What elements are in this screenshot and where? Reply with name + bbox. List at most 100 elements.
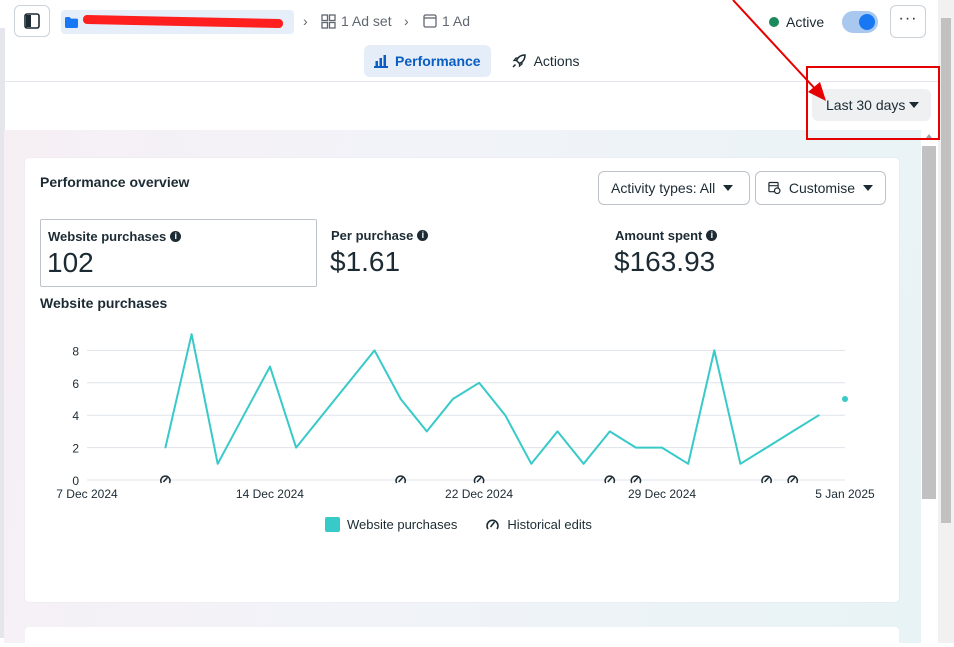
- x-tick-label: 29 Dec 2024: [628, 487, 696, 501]
- y-tick-label: 8: [72, 344, 79, 358]
- historical-edit-marker-needle: [476, 477, 482, 483]
- metric-label: Website purchases: [48, 229, 167, 244]
- data-point: [842, 396, 848, 402]
- metric-label: Amount spent: [615, 228, 703, 243]
- historical-edit-marker-needle: [633, 477, 639, 483]
- active-toggle[interactable]: [842, 11, 878, 33]
- data-point: [295, 446, 297, 449]
- y-tick-label: 2: [72, 442, 79, 456]
- data-point: [425, 430, 428, 433]
- y-tick-label: 6: [72, 377, 79, 391]
- metric-value: $1.61: [330, 246, 401, 277]
- y-tick-label: 4: [72, 409, 79, 423]
- status-label: Active: [786, 14, 825, 30]
- ad-icon: [423, 14, 437, 28]
- series-line-website-purchases: [164, 333, 820, 465]
- tab-performance[interactable]: Performance: [364, 45, 491, 77]
- y-tick-label: 0: [72, 474, 79, 488]
- rocket-icon: [512, 54, 526, 68]
- customise-dropdown[interactable]: Customise: [755, 171, 886, 205]
- data-point: [765, 446, 768, 449]
- metric-label: Per purchase: [331, 228, 414, 243]
- next-card: [25, 627, 899, 647]
- info-icon[interactable]: i: [706, 230, 718, 241]
- card-title: Performance overview: [40, 174, 190, 190]
- metric-value: $163.93: [614, 246, 716, 277]
- caret-down-icon: [909, 102, 919, 108]
- metric-value: 102: [47, 247, 94, 278]
- annotation-arrow: [732, 0, 826, 101]
- info-icon[interactable]: i: [170, 231, 182, 242]
- data-point: [687, 463, 689, 465]
- historical-edit-marker: [604, 475, 616, 484]
- data-point: [164, 446, 167, 449]
- x-tick-label: 14 Dec 2024: [236, 487, 304, 501]
- historical-edit-marker: [160, 475, 171, 484]
- breadcrumb-ad-label: 1 Ad: [442, 13, 471, 29]
- data-point: [373, 349, 376, 352]
- legend-item-historical-edits[interactable]: Historical edits: [485, 517, 592, 532]
- data-point: [791, 430, 794, 433]
- data-point: [739, 463, 742, 465]
- legend-label: Historical edits: [507, 517, 592, 532]
- breadcrumb-adset-label: 1 Ad set: [341, 13, 392, 29]
- historical-edit-marker: [395, 475, 406, 484]
- data-point: [608, 430, 611, 433]
- historical-edit-marker-needle: [764, 477, 770, 483]
- data-point: [818, 414, 820, 417]
- data-point: [216, 463, 219, 465]
- data-point: [243, 414, 245, 417]
- breadcrumb-campaign[interactable]: [61, 10, 294, 34]
- historical-edit-marker: [787, 475, 799, 484]
- x-tick-label: 22 Dec 2024: [445, 487, 513, 501]
- data-point: [321, 414, 324, 417]
- sidebar-panel-icon: [24, 13, 40, 29]
- annotation-highlight-box: [806, 66, 940, 140]
- chart-legend: Website purchases Historical edits: [325, 517, 592, 532]
- data-point: [190, 333, 193, 335]
- website-purchases-chart: 0 2 4 6 8 7 Dec 2024 14 Dec 2024 22 Dec 2024 29 …: [56, 333, 875, 501]
- chart-title: Website purchases: [40, 295, 168, 311]
- customise-icon: [768, 181, 781, 195]
- sidebar-toggle-button[interactable]: [14, 5, 50, 37]
- left-edge: [0, 28, 5, 638]
- data-point: [661, 446, 663, 449]
- legend-item-website-purchases[interactable]: Website purchases: [325, 517, 457, 532]
- historical-edit-marker: [473, 475, 485, 484]
- data-point: [504, 414, 507, 417]
- tab-bar: Performance Actions: [364, 45, 590, 77]
- tab-performance-label: Performance: [395, 53, 481, 69]
- metric-amount-spent[interactable]: Amount spent i $163.93: [608, 219, 868, 287]
- data-point: [530, 463, 533, 465]
- data-point: [478, 382, 480, 384]
- status-indicator: Active: [769, 14, 824, 30]
- performance-overview-card: Performance overview Activity types: All…: [25, 158, 899, 602]
- x-tick-label: 5 Jan 2025: [815, 487, 875, 501]
- historical-edit-marker: [630, 475, 642, 484]
- legend-label: Website purchases: [347, 517, 458, 532]
- grid-icon: [321, 13, 336, 29]
- legend-swatch: [325, 517, 340, 532]
- caret-down-icon: [723, 185, 734, 191]
- metric-website-purchases[interactable]: Website purchases i 102: [40, 219, 317, 287]
- activity-types-dropdown[interactable]: Activity types: All: [598, 171, 750, 205]
- breadcrumb-adset[interactable]: 1 Ad set: [321, 13, 392, 29]
- breadcrumb-ad[interactable]: 1 Ad: [423, 13, 470, 29]
- tab-actions[interactable]: Actions: [501, 45, 590, 77]
- bar-chart-icon: [374, 54, 388, 68]
- historical-edit-marker-needle: [162, 477, 168, 483]
- historical-edit-marker-needle: [398, 477, 404, 483]
- metric-per-purchase[interactable]: Per purchase i $1.61: [324, 219, 584, 287]
- data-point: [452, 398, 454, 400]
- activity-types-label: Activity types: All: [611, 180, 716, 196]
- top-bar: › 1 Ad set › 1 Ad Active ···: [0, 0, 938, 44]
- more-options-button[interactable]: ···: [890, 5, 926, 38]
- info-icon[interactable]: i: [417, 230, 429, 241]
- historical-edit-marker-needle: [790, 477, 796, 483]
- content-scrollbar[interactable]: [922, 146, 936, 499]
- ellipsis-icon: ···: [898, 10, 918, 27]
- window-scrollbar-thumb[interactable]: [941, 18, 951, 523]
- scroll-up-arrow[interactable]: [926, 134, 932, 138]
- date-range-dropdown[interactable]: Last 30 days: [812, 89, 931, 121]
- tab-actions-label: Actions: [533, 53, 580, 69]
